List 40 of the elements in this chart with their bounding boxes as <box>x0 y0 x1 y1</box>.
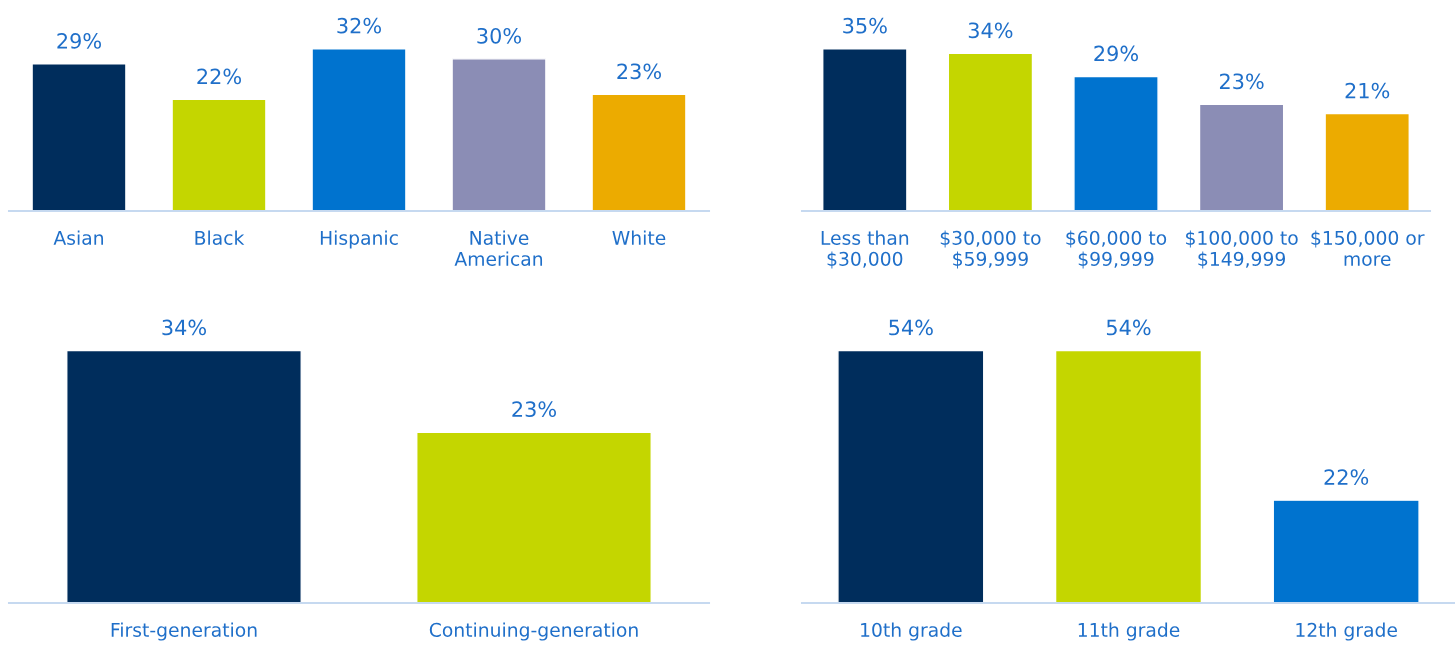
bar <box>451 58 547 211</box>
data-label: 34% <box>162 319 206 336</box>
bar <box>311 47 407 211</box>
data-label: 22% <box>1324 469 1369 485</box>
x-tick-label: 10th grade <box>861 622 962 641</box>
x-tick-label: Black <box>195 230 245 245</box>
data-label: 21% <box>1345 82 1390 99</box>
data-label: 23% <box>512 401 556 418</box>
data-label: 22% <box>197 68 241 85</box>
data-label: 30% <box>477 27 521 44</box>
data-label: 23% <box>1219 73 1264 90</box>
bar <box>822 47 908 211</box>
x-tick-label: Less than $30,000 <box>821 230 909 269</box>
x-tick-label: Asian <box>53 230 103 245</box>
x-tick-label: White <box>612 230 666 245</box>
bar <box>947 52 1034 211</box>
data-label: 29% <box>1094 45 1138 62</box>
bar <box>591 93 687 211</box>
bar <box>171 98 267 211</box>
data-label: 54% <box>1106 319 1151 336</box>
bar <box>1073 75 1159 211</box>
x-tick-label: $100,000 to $149,999 <box>1186 230 1298 269</box>
x-tick-label: $60,000 to $99,999 <box>1066 230 1167 269</box>
x-tick-label: $150,000 or more <box>1311 230 1425 266</box>
x-tick-label: 12th grade <box>1296 622 1397 641</box>
data-label: 23% <box>617 63 661 80</box>
x-tick-label: Hispanic <box>320 230 398 249</box>
data-label: 54% <box>889 319 933 336</box>
data-label: 34% <box>968 22 1013 39</box>
data-label: 32% <box>337 17 381 34</box>
bar <box>1324 112 1410 211</box>
bar <box>31 63 127 211</box>
x-tick-label: Native American <box>454 230 543 266</box>
x-tick-label: Continuing-generation <box>429 622 638 641</box>
x-tick-label: First-generation <box>111 622 257 641</box>
bar <box>1198 103 1285 211</box>
x-tick-label: 11th grade <box>1078 622 1180 641</box>
data-label: 29% <box>57 33 101 49</box>
x-tick-label: $30,000 to $59,999 <box>940 230 1041 269</box>
data-label: 35% <box>843 17 887 34</box>
